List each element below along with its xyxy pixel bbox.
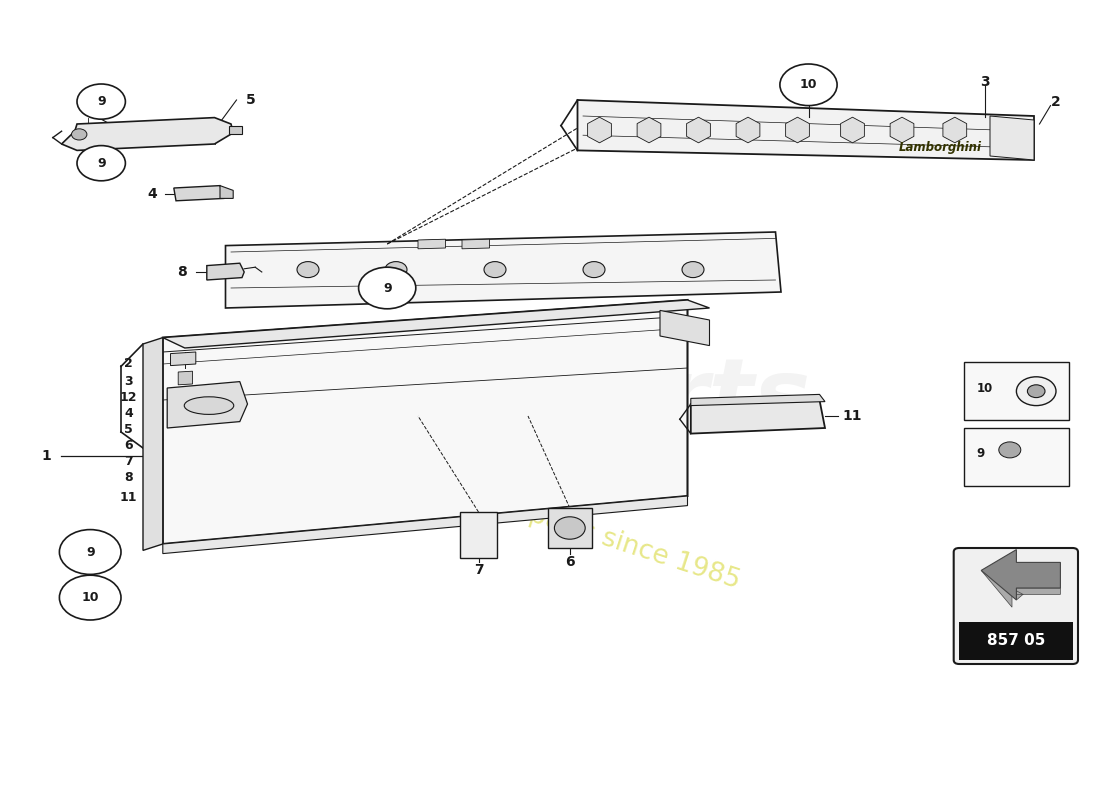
Text: Lamborghini: Lamborghini xyxy=(899,142,982,154)
Text: 3: 3 xyxy=(124,375,133,388)
Text: 7: 7 xyxy=(124,455,133,468)
Circle shape xyxy=(484,262,506,278)
Polygon shape xyxy=(981,550,1060,600)
Polygon shape xyxy=(174,186,224,201)
Polygon shape xyxy=(736,117,760,142)
Text: a passion for parts since 1985: a passion for parts since 1985 xyxy=(356,446,744,594)
Text: 8: 8 xyxy=(124,471,133,484)
Text: 9: 9 xyxy=(86,546,95,558)
Ellipse shape xyxy=(185,397,233,414)
Text: 2: 2 xyxy=(124,358,133,370)
Circle shape xyxy=(77,84,125,119)
Text: 2: 2 xyxy=(1052,95,1060,110)
Polygon shape xyxy=(167,382,248,428)
Polygon shape xyxy=(578,100,1034,160)
Circle shape xyxy=(72,129,87,140)
Circle shape xyxy=(554,517,585,539)
Text: 9: 9 xyxy=(97,157,106,170)
Polygon shape xyxy=(163,300,710,348)
Text: 6: 6 xyxy=(565,555,574,570)
Polygon shape xyxy=(964,362,1069,420)
Polygon shape xyxy=(462,239,490,249)
Polygon shape xyxy=(691,400,825,434)
Circle shape xyxy=(682,262,704,278)
Polygon shape xyxy=(163,496,687,554)
Polygon shape xyxy=(207,263,244,280)
Text: 6: 6 xyxy=(124,439,133,452)
Polygon shape xyxy=(229,126,242,134)
Text: 4: 4 xyxy=(124,407,133,420)
Text: 10: 10 xyxy=(977,382,993,395)
Polygon shape xyxy=(163,300,687,544)
Polygon shape xyxy=(964,428,1069,486)
Polygon shape xyxy=(890,117,914,142)
Text: 10: 10 xyxy=(800,78,817,91)
Text: 9: 9 xyxy=(383,282,392,294)
Polygon shape xyxy=(990,116,1034,160)
Circle shape xyxy=(59,530,121,574)
Circle shape xyxy=(999,442,1021,458)
Polygon shape xyxy=(943,117,967,142)
Text: 8: 8 xyxy=(177,265,186,279)
Polygon shape xyxy=(691,394,825,406)
Circle shape xyxy=(1027,385,1045,398)
Text: 11: 11 xyxy=(120,491,138,504)
Polygon shape xyxy=(226,232,781,308)
Text: 9: 9 xyxy=(977,447,986,461)
Polygon shape xyxy=(460,512,497,558)
Polygon shape xyxy=(981,570,1060,607)
Text: 5: 5 xyxy=(124,423,133,436)
Text: 9: 9 xyxy=(97,95,106,108)
Polygon shape xyxy=(637,117,661,142)
Circle shape xyxy=(1016,377,1056,406)
Text: europarts: europarts xyxy=(289,354,811,446)
Polygon shape xyxy=(418,239,446,249)
Text: 5: 5 xyxy=(246,93,255,107)
Polygon shape xyxy=(170,352,196,366)
Text: 10: 10 xyxy=(81,591,99,604)
Circle shape xyxy=(359,267,416,309)
Polygon shape xyxy=(660,310,710,346)
Polygon shape xyxy=(220,186,233,198)
Text: 3: 3 xyxy=(980,75,989,90)
FancyBboxPatch shape xyxy=(954,548,1078,664)
Circle shape xyxy=(385,262,407,278)
Text: 11: 11 xyxy=(843,409,862,423)
Text: 857 05: 857 05 xyxy=(987,634,1045,648)
Circle shape xyxy=(77,146,125,181)
Text: 4: 4 xyxy=(147,187,156,202)
Polygon shape xyxy=(785,117,810,142)
Polygon shape xyxy=(548,508,592,548)
Polygon shape xyxy=(840,117,865,142)
Circle shape xyxy=(59,575,121,620)
Polygon shape xyxy=(587,117,612,142)
Polygon shape xyxy=(686,117,711,142)
Circle shape xyxy=(780,64,837,106)
Polygon shape xyxy=(178,371,192,385)
Text: 12: 12 xyxy=(120,391,138,404)
Circle shape xyxy=(297,262,319,278)
Polygon shape xyxy=(959,622,1072,660)
Text: 1: 1 xyxy=(42,449,51,463)
Polygon shape xyxy=(62,118,233,150)
Text: 7: 7 xyxy=(474,562,483,577)
Circle shape xyxy=(583,262,605,278)
Polygon shape xyxy=(143,338,163,550)
